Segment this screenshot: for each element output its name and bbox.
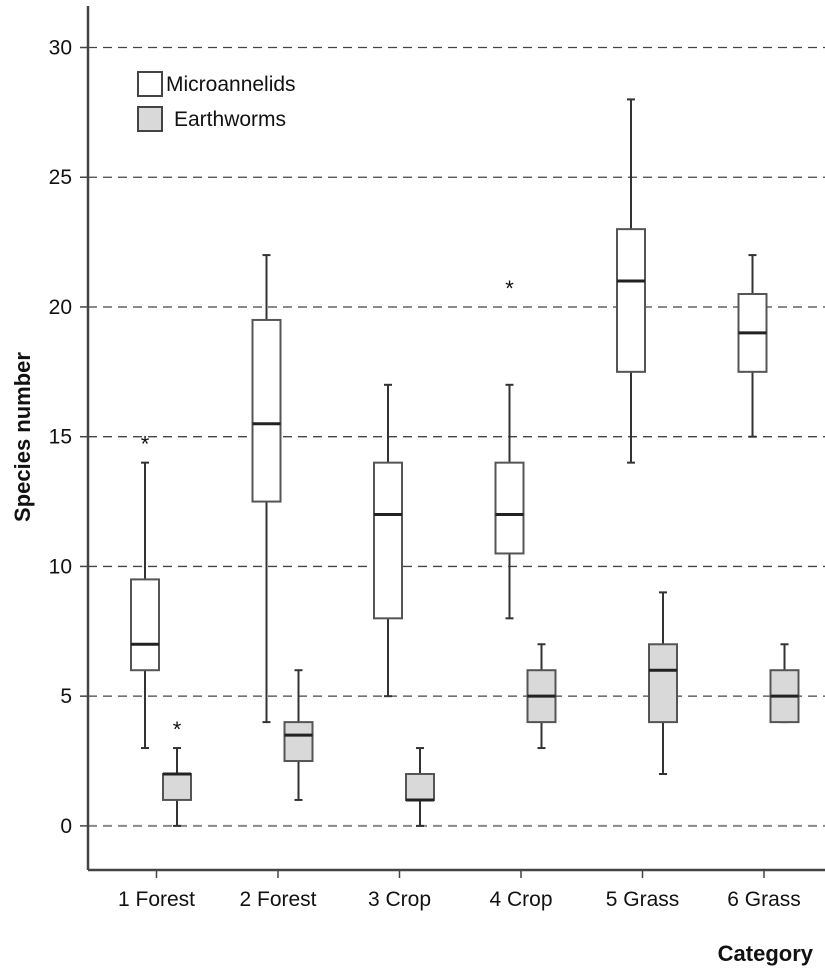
y-tick-label: 0	[60, 815, 72, 838]
box-microannelids-2	[251, 254, 282, 724]
box-earthworms-1: *	[162, 717, 192, 827]
y-axis-title: Species number	[10, 352, 35, 522]
x-tick-label: 2 Forest	[239, 888, 316, 911]
legend: Microannelids Earthworms	[137, 71, 296, 132]
box-earthworms-6	[769, 643, 800, 724]
legend-label-microannelids: Microannelids	[166, 73, 296, 96]
box-body	[251, 318, 282, 503]
tick-labels: 0 5 10 15 20 25 30 1 Forest 2 Forest 3 Crop 4 Crop…	[49, 37, 801, 911]
box-microannelids-6	[737, 254, 768, 438]
y-tick-label: 5	[60, 685, 72, 708]
box-body	[373, 461, 403, 620]
box-body	[283, 721, 314, 763]
legend-swatch-microannelids	[137, 71, 163, 97]
box-earthworms-5	[648, 591, 678, 775]
box-microannelids-1: *	[130, 432, 160, 750]
boxes: * * *	[130, 98, 800, 827]
box-body	[616, 228, 646, 373]
axes	[80, 6, 825, 878]
box-microannelids-5	[616, 98, 646, 464]
y-tick-label: 10	[49, 555, 72, 578]
outlier-marker: *	[141, 432, 150, 457]
y-tick-label: 30	[49, 37, 72, 60]
box-microannelids-4: *	[494, 276, 525, 620]
grid-lines	[88, 46, 825, 827]
box-body	[162, 773, 192, 801]
x-tick-label: 6 Grass	[727, 888, 801, 911]
legend-label-earthworms: Earthworms	[174, 108, 286, 131]
x-axis-title: Category	[718, 941, 814, 966]
outlier-marker: *	[505, 276, 514, 301]
box-microannelids-3	[373, 383, 403, 698]
box-body	[494, 461, 525, 555]
x-tick-label: 3 Crop	[368, 888, 431, 911]
box-earthworms-3	[405, 747, 435, 827]
y-tick-label: 25	[49, 166, 72, 189]
legend-swatch-earthworms	[137, 106, 163, 132]
box-body	[648, 643, 678, 724]
y-tick-label: 15	[49, 426, 72, 449]
outlier-marker: *	[173, 717, 182, 742]
box-body	[130, 578, 160, 672]
box-body	[405, 773, 435, 801]
x-tick-label: 1 Forest	[118, 888, 195, 911]
box-earthworms-4	[526, 643, 557, 750]
x-tick-label: 4 Crop	[489, 888, 552, 911]
box-earthworms-2	[283, 669, 314, 801]
y-tick-label: 20	[49, 296, 72, 319]
x-tick-label: 5 Grass	[606, 888, 680, 911]
